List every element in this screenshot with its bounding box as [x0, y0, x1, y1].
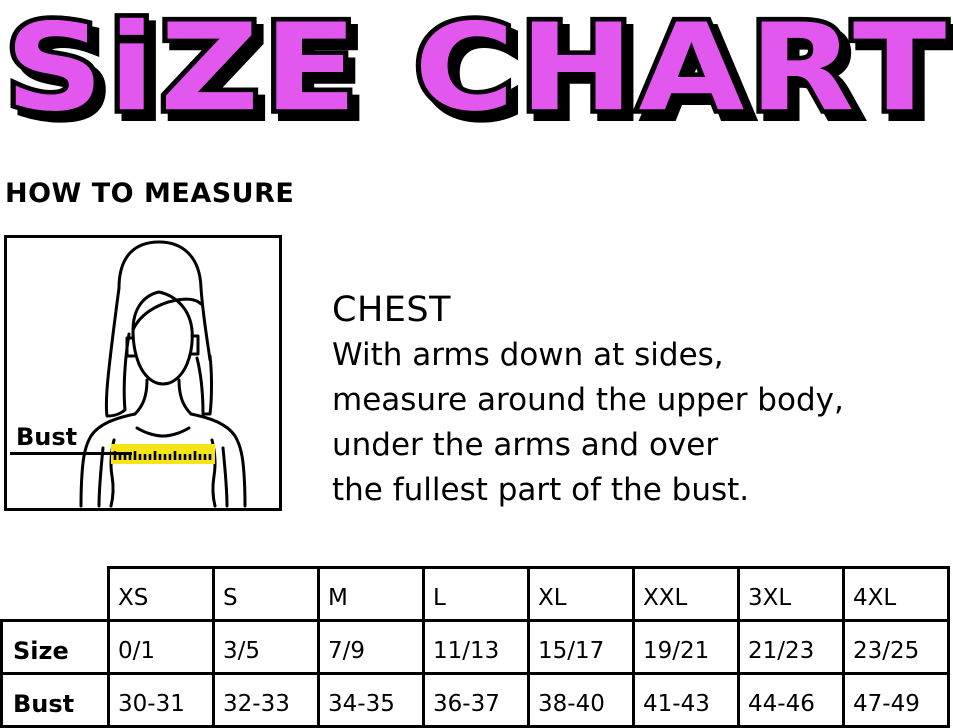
bust-l: 36-37	[422, 672, 530, 728]
size-m: 7/9	[317, 619, 425, 675]
bust-xl: 38-40	[527, 672, 635, 728]
page-title: SiZE CHART	[0, 0, 952, 142]
table-header-4xl: 4XL	[842, 566, 950, 622]
row-label-size: Size	[0, 619, 110, 675]
table-header-row: XS S M L XL XXL 3XL 4XL	[2, 566, 950, 622]
table-header-xxl: XXL	[632, 566, 740, 622]
chest-line-2: measure around the upper body,	[332, 382, 844, 418]
bust-leader-line	[10, 452, 132, 455]
female-torso-illustration	[79, 240, 247, 508]
measurement-figure-box	[4, 235, 282, 511]
chest-line-3: under the arms and over	[332, 427, 719, 463]
size-xl: 15/17	[527, 619, 635, 675]
table-header-m: M	[317, 566, 425, 622]
size-l: 11/13	[422, 619, 530, 675]
how-to-measure-heading: HOW TO MEASURE	[5, 178, 295, 209]
bust-label: Bust	[14, 423, 80, 451]
bust-xs: 30-31	[107, 672, 215, 728]
chest-line-4: the fullest part of the bust.	[332, 472, 750, 508]
chest-line-1: With arms down at sides,	[332, 337, 724, 373]
chest-description-block: CHEST With arms down at sides, measure a…	[332, 288, 932, 513]
table-header-s: S	[212, 566, 320, 622]
size-xs: 0/1	[107, 619, 215, 675]
table-header-xs: XS	[107, 566, 215, 622]
table-header-l: L	[422, 566, 530, 622]
size-xxl: 19/21	[632, 619, 740, 675]
bust-xxl: 41-43	[632, 672, 740, 728]
chest-heading: CHEST	[332, 290, 451, 330]
bust-s: 32-33	[212, 672, 320, 728]
table-header-3xl: 3XL	[737, 566, 845, 622]
page-title-banner: SiZE CHART SiZE CHART	[0, 0, 953, 150]
bust-4xl: 47-49	[842, 672, 950, 728]
size-chart-table: XS S M L XL XXL 3XL 4XL Size 0/1 3/5 7/9…	[0, 566, 950, 728]
measuring-tape-icon	[111, 444, 215, 464]
bust-3xl: 44-46	[737, 672, 845, 728]
table-row: Bust 30-31 32-33 34-35 36-37 38-40 41-43…	[0, 672, 950, 728]
table-header-xl: XL	[527, 566, 635, 622]
size-3xl: 21/23	[737, 619, 845, 675]
size-s: 3/5	[212, 619, 320, 675]
row-label-bust: Bust	[0, 672, 110, 728]
table-row: Size 0/1 3/5 7/9 11/13 15/17 19/21 21/23…	[0, 619, 950, 675]
size-4xl: 23/25	[842, 619, 950, 675]
bust-m: 34-35	[317, 672, 425, 728]
page-title-shadow: SiZE CHART	[7, 0, 953, 150]
size-chart-table-wrap: XS S M L XL XXL 3XL 4XL Size 0/1 3/5 7/9…	[0, 566, 953, 728]
table-corner-cell	[2, 568, 109, 621]
